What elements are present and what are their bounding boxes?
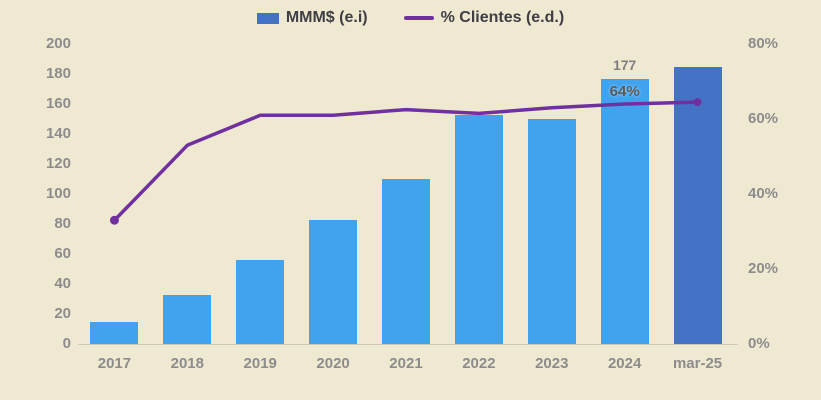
bar-2022 [454,114,503,344]
x-label-2021: 2021 [389,355,423,372]
bar-2019 [236,260,285,344]
bar-series-swatch-icon [256,12,279,24]
clientes-line [112,100,700,223]
line-marker-end [693,98,702,107]
left-axis-tick-160: 160 [45,95,71,112]
right-axis-tick-60%: 60% [748,110,779,127]
x-label-2024: 2024 [607,355,642,372]
bar-2021 [382,179,430,344]
left-axis-tick-180: 180 [45,65,71,82]
right-axis-tick-0%: 0% [748,335,770,352]
left-axis-tick-0: 0 [62,335,71,352]
x-label-2020: 2020 [316,355,350,372]
legend-item-clientes: % Clientes (e.d.) [403,9,565,27]
x-label-2023: 2023 [535,355,569,372]
x-label-mar-25: mar-25 [672,355,723,372]
x-label-2017: 2017 [97,355,132,372]
bar-2024 [600,78,649,344]
legend-label-mmm: MMM$ (e.i) [285,9,368,26]
left-axis-tick-80: 80 [54,215,71,232]
right-axis-tick-20%: 20% [748,260,779,277]
bar-2023 [527,119,576,344]
left-axis-tick-40: 40 [54,275,71,292]
right-axis-tick-40%: 40% [748,185,779,202]
line-marker-start [109,215,119,225]
left-axis-tick-200: 200 [45,35,71,52]
x-label-2022: 2022 [462,355,496,372]
left-axis-tick-20: 20 [54,305,71,322]
left-axis-tick-120: 120 [45,155,71,172]
line-series [109,98,702,225]
bar-mar-25 [673,66,722,344]
bar-2018 [163,294,212,344]
bar-value-label-2024: 177 [612,56,637,73]
right-axis-tick-80%: 80% [748,35,779,52]
chart-legend: MMM$ (e.i) % Clientes (e.d.) [0,9,821,27]
left-axis-tick-100: 100 [45,185,71,202]
x-label-2019: 2019 [243,355,277,372]
x-label-2018: 2018 [170,355,204,372]
legend-label-clientes: % Clientes (e.d.) [440,9,565,26]
line-series-swatch-icon [403,16,434,20]
left-axis-tick-140: 140 [45,125,71,142]
legend-item-mmm: MMM$ (e.i) [256,9,368,27]
left-axis-tick-60: 60 [54,245,71,262]
bar-2020 [309,219,358,344]
line-value-label-2024: 64% [609,83,640,100]
bar-2017 [90,321,139,344]
x-axis-line [78,344,738,345]
